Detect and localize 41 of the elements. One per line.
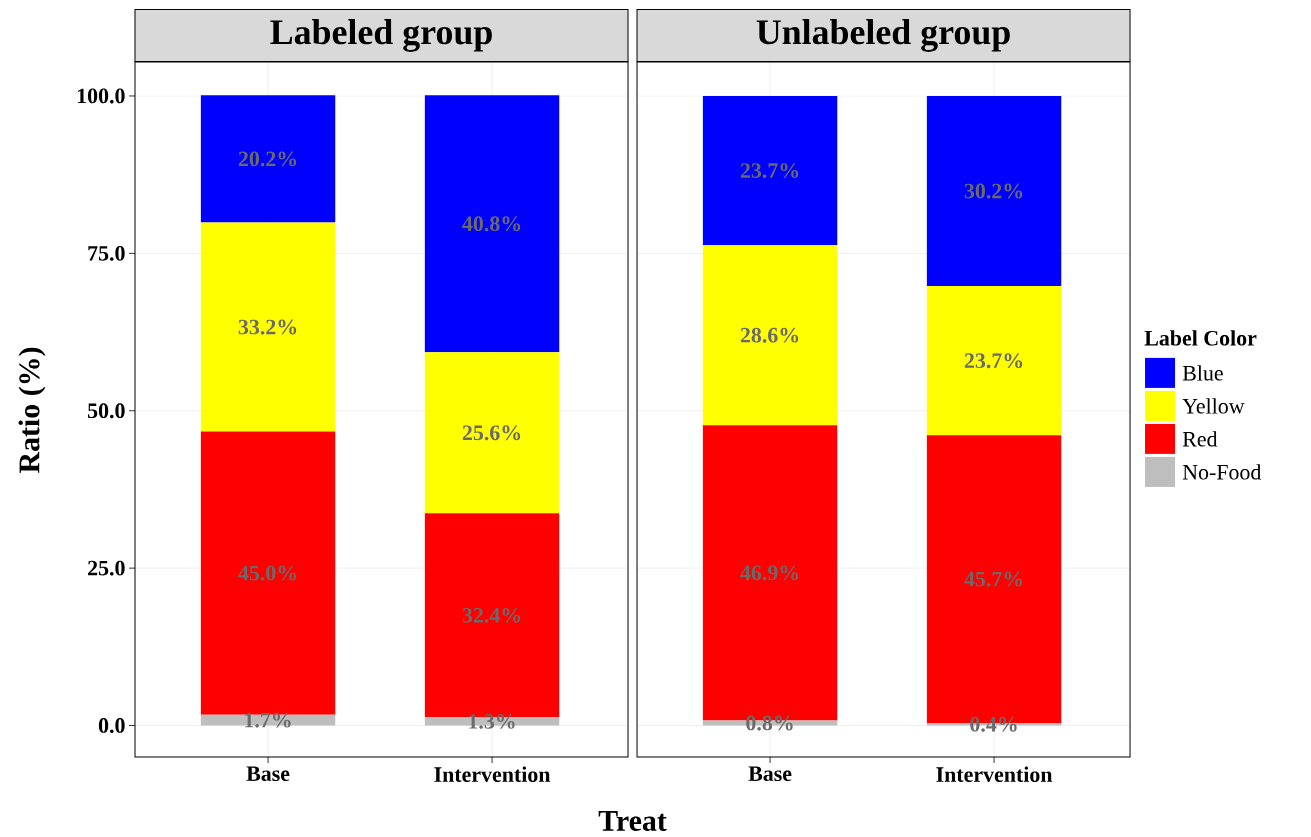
data-label: 1.7% [245,712,291,728]
chart-title: Labeled group [270,19,492,52]
data-label: 30.2% [964,183,1023,199]
y-axis-title: Ratio (%) [18,347,46,473]
y-tick-label: 0.0 [98,718,125,733]
data-label: 40.8% [462,216,521,232]
legend-label: No-Food [1182,464,1262,480]
chart-title: Unlabeled group [756,19,1010,52]
y-tick-label: 50.0 [88,403,125,419]
bar [926,286,1062,436]
data-label: 45.0% [238,565,297,581]
data-label: 23.7% [740,163,799,179]
data-label: 20.2% [238,151,297,167]
x-tick-label: Base [748,766,792,782]
bar [424,352,560,514]
legend-label: Yellow [1182,398,1245,414]
bar [702,245,838,426]
data-label: 23.7% [964,353,1023,369]
data-label: 28.6% [740,327,799,343]
x-axis-title: Treat [598,811,667,831]
data-label: 33.2% [238,319,297,335]
bar [200,95,336,223]
y-tick-label: 25.0 [88,560,125,576]
x-tick-label: Intervention [936,766,1053,782]
legend-label: Blue [1182,365,1223,381]
bar [200,714,336,726]
legend-title: Label Color [1144,330,1257,346]
bar [200,222,336,432]
data-label: 32.4% [462,607,521,623]
data-label: 45.7% [964,571,1023,587]
bar [424,95,560,353]
data-label: 25.6% [462,425,521,441]
data-label: 1.3% [469,713,515,729]
data-label: 46.9% [740,565,799,581]
y-tick-label: 100.0 [77,88,125,104]
bar [926,95,1062,287]
x-tick-label: Base [246,766,290,782]
y-tick-label: 75.0 [88,245,125,261]
x-tick-label: Intervention [434,766,551,782]
bar [702,95,838,246]
legend-label: Red [1182,431,1218,447]
